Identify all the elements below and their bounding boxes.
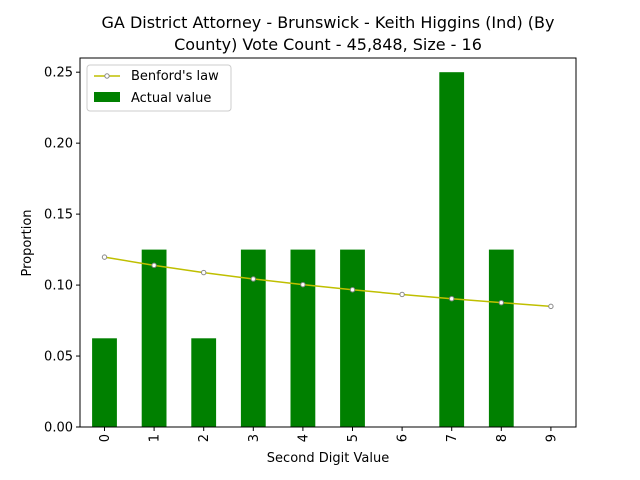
- chart-title-line-2: County) Vote Count - 45,848, Size - 16: [174, 35, 482, 54]
- bar-4: [290, 249, 316, 427]
- benford-line: [104, 256, 551, 308]
- bar-3: [240, 249, 266, 427]
- x-tick-label: 1: [148, 434, 163, 442]
- benford-point-3: [250, 276, 257, 282]
- y-tick-label: 0.25: [44, 66, 73, 81]
- plot-frame: [79, 57, 577, 428]
- x-tick-label: 4: [296, 434, 311, 442]
- benford-point-7: [449, 296, 455, 302]
- x-tick-label: 0: [98, 434, 113, 442]
- chart-title-line-1: GA District Attorney - Brunswick - Keith…: [102, 13, 555, 32]
- legend-label-benford: Benford's law: [131, 69, 219, 84]
- x-tick-label: 3: [247, 434, 262, 442]
- bar-1: [141, 249, 167, 427]
- legend: Benford's law Actual value: [86, 64, 232, 112]
- benford-point-2: [201, 269, 207, 276]
- y-tick-label: 0.00: [44, 421, 73, 436]
- x-tick-label: 2: [197, 434, 212, 442]
- x-tick-label: 8: [495, 434, 510, 442]
- bar-5: [340, 249, 365, 427]
- y-tick-label: 0.20: [44, 137, 73, 152]
- benford-point-0: [101, 254, 108, 260]
- benford-point-5: [349, 287, 356, 293]
- benford-point-4: [300, 281, 306, 288]
- y-tick-label: 0.05: [44, 350, 73, 365]
- benford-point-8: [498, 299, 504, 306]
- x-tick-label: 7: [445, 434, 460, 442]
- benford-point-6: [399, 291, 405, 298]
- y-tick-label: 0.15: [44, 208, 73, 223]
- legend-bar-swatch: [94, 92, 120, 102]
- y-tick-label: 0.10: [44, 279, 73, 294]
- legend-line-marker: [104, 73, 110, 79]
- legend-box: [86, 64, 232, 112]
- bar-2: [191, 338, 217, 427]
- bar-8: [488, 249, 514, 427]
- bar-0: [92, 338, 117, 427]
- benford-point-1: [151, 262, 157, 269]
- x-tick-label: 9: [544, 434, 559, 442]
- x-axis: 0 1 2 3 4 5 6 7 8 9: [98, 427, 559, 442]
- y-axis-label: Proportion: [20, 209, 35, 276]
- bar-group: [92, 72, 514, 427]
- benford-point-9: [548, 303, 554, 310]
- benford-line-group: [101, 254, 554, 310]
- bar-7: [439, 72, 465, 427]
- y-axis: 0.00 0.05 0.10 0.15 0.20 0.25: [44, 66, 80, 436]
- x-axis-label: Second Digit Value: [267, 451, 389, 466]
- legend-label-actual: Actual value: [131, 91, 211, 106]
- x-tick-label: 6: [396, 434, 411, 442]
- x-tick-label: 5: [346, 434, 361, 442]
